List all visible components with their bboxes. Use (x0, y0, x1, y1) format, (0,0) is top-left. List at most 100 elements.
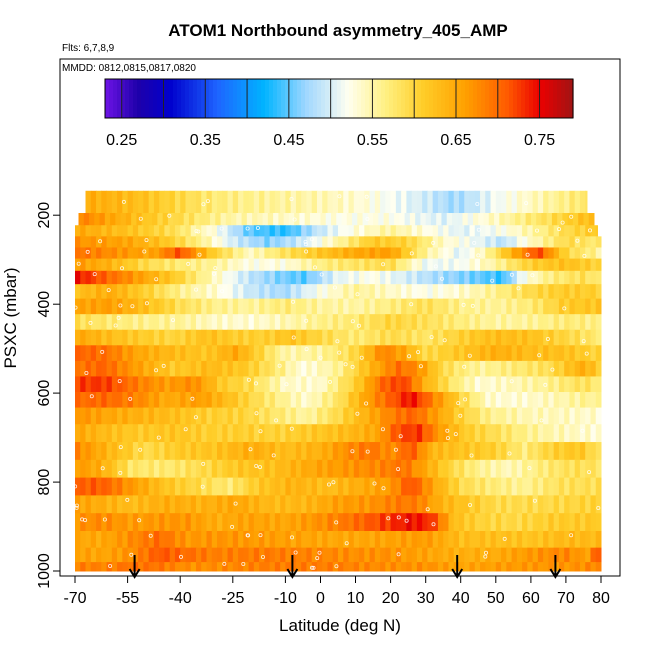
heatmap-cell (532, 360, 539, 377)
heatmap-cell (443, 424, 449, 443)
heatmap-cell (583, 213, 590, 226)
heatmap-cell (380, 270, 386, 285)
heatmap-cell (90, 562, 97, 572)
heatmap-cell (164, 424, 171, 443)
heatmap-cell (206, 236, 213, 248)
heatmap-cell (132, 547, 139, 563)
heatmap-cell (269, 225, 276, 237)
heatmap-cell (306, 513, 313, 532)
colorbar-segment (477, 79, 482, 118)
heatmap-cell (406, 270, 413, 285)
observation-marker (241, 562, 246, 567)
observation-marker (557, 227, 562, 232)
heatmap-cell (516, 258, 523, 272)
heatmap-cell (532, 247, 539, 260)
heatmap-cell (548, 459, 555, 479)
heatmap-cell (558, 258, 565, 272)
observation-marker (246, 377, 251, 382)
observation-marker (311, 565, 316, 570)
heatmap-cell (380, 442, 386, 461)
heatmap-cell (143, 424, 150, 443)
heatmap-cell (595, 360, 602, 377)
heatmap-cell (201, 190, 207, 214)
heatmap-cell (217, 258, 223, 272)
observation-marker (381, 486, 386, 491)
heatmap-cell (164, 477, 171, 496)
heatmap-cell (437, 407, 444, 425)
heatmap-cell (206, 477, 213, 496)
heatmap-cell (527, 247, 534, 260)
heatmap-cell (353, 360, 360, 377)
heatmap-cell (437, 376, 444, 393)
observation-marker (154, 368, 159, 373)
heatmap-cell (543, 407, 549, 425)
heatmap-cell (106, 329, 113, 346)
heatmap-cell (138, 407, 144, 425)
heatmap-cell (448, 314, 455, 331)
heatmap-cell (453, 345, 460, 362)
heatmap-cell (564, 329, 570, 346)
colorbar-segment (361, 79, 366, 118)
heatmap-cell (422, 442, 428, 461)
heatmap-cell (290, 236, 297, 248)
heatmap-cell (96, 477, 102, 496)
heatmap-cell (311, 258, 318, 272)
heatmap-cell (285, 236, 292, 248)
heatmap-cell (243, 547, 250, 563)
heatmap-cell (80, 314, 87, 331)
heatmap-cell (569, 258, 576, 272)
heatmap-cell (111, 407, 118, 425)
colorbar-segment (429, 79, 434, 118)
heatmap-cell (338, 360, 344, 377)
heatmap-cell (506, 442, 513, 461)
colorbar-tick-label: 0.55 (357, 132, 388, 149)
heatmap-cell (195, 495, 202, 514)
heatmap-cell (553, 190, 560, 214)
heatmap-cell (117, 407, 123, 425)
heatmap-cell (348, 477, 355, 496)
heatmap-cell (143, 190, 150, 214)
heatmap-cell (343, 360, 350, 377)
observation-marker (144, 301, 149, 306)
heatmap-cell (96, 442, 102, 461)
colorbar-segment (349, 79, 354, 118)
heatmap-cell (206, 284, 213, 300)
heatmap-cell (106, 360, 113, 377)
heatmap-cell (243, 392, 250, 409)
heatmap-cell (217, 495, 223, 514)
heatmap-cell (159, 360, 165, 377)
heatmap-cell (359, 442, 365, 461)
heatmap-cell (253, 258, 260, 272)
heatmap-cell (306, 376, 313, 393)
heatmap-cell (369, 345, 376, 362)
heatmap-cell (316, 345, 323, 362)
heatmap-cell (579, 392, 586, 409)
heatmap-cell (80, 547, 87, 563)
observation-marker (580, 428, 585, 433)
heatmap-cell (385, 258, 392, 272)
heatmap-cell (169, 392, 176, 409)
heatmap-cell (579, 547, 586, 563)
heatmap-cell (579, 247, 586, 260)
heatmap-cell (527, 345, 534, 362)
heatmap-cell (159, 376, 165, 393)
heatmap-cell (238, 247, 244, 260)
colorbar-segment (381, 79, 386, 118)
heatmap-cell (495, 360, 502, 377)
heatmap-cell (269, 236, 276, 248)
heatmap-cell (353, 392, 360, 409)
heatmap-cell (227, 562, 234, 572)
heatmap-cell (395, 376, 402, 393)
heatmap-cell (248, 530, 255, 549)
heatmap-cell (306, 407, 313, 425)
heatmap-cell (195, 459, 202, 479)
heatmap-cell (501, 442, 507, 461)
heatmap-cell (75, 284, 81, 300)
heatmap-cell (195, 329, 202, 346)
heatmap-cell (395, 424, 402, 443)
heatmap-cell (111, 562, 118, 572)
heatmap-cell (411, 225, 418, 237)
heatmap-cell (427, 270, 434, 285)
heatmap-cell (385, 225, 392, 237)
heatmap-cell (453, 477, 460, 496)
